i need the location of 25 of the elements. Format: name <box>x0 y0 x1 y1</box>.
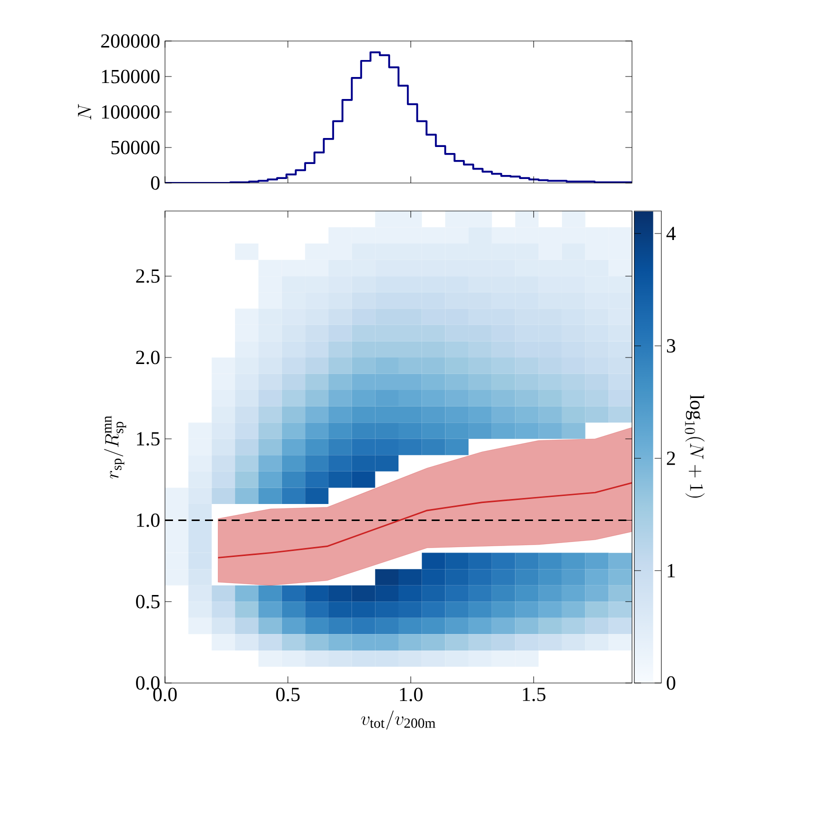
y-tick-label: 1.5 <box>137 432 160 446</box>
x-tick-label: 1.0 <box>400 688 423 702</box>
y-tick-label: 200000 <box>101 34 160 48</box>
x-axis-title: $v_{\rm tot}/v_{\rm 200m}$ <box>361 710 436 730</box>
y-tick-label: 2.0 <box>136 350 160 364</box>
y-tick-label: 0 <box>151 176 160 190</box>
x-tick-label: 1.5 <box>522 688 546 702</box>
color-bar-label: 3 <box>666 339 676 353</box>
color-bar-title: $\log_{10}(N+1)$ <box>684 394 705 498</box>
y-axis-title: $N$ <box>78 104 92 120</box>
y-axis-title: $r_{\rm sp}/R_{\rm sp}^{\rm mn}$ <box>104 416 126 478</box>
y-tick-label: 0.5 <box>136 594 160 608</box>
y-tick-label: 1.0 <box>137 513 160 528</box>
y-tick-label: 100000 <box>102 105 160 119</box>
color-bar-label: 0 <box>666 676 676 690</box>
color-bar-label: 4 <box>666 226 676 240</box>
color-bar-label: 2 <box>666 452 675 465</box>
y-tick-label: 2.5 <box>136 269 160 283</box>
y-tick-label: 0.0 <box>136 676 160 690</box>
x-tick-label: 0.0 <box>153 688 177 702</box>
y-tick-label: 50000 <box>111 140 160 154</box>
y-tick-label: 150000 <box>102 70 160 84</box>
x-tick-label: 0.5 <box>276 688 300 702</box>
color-bar-label: 1 <box>668 564 675 578</box>
line-series <box>217 482 632 558</box>
